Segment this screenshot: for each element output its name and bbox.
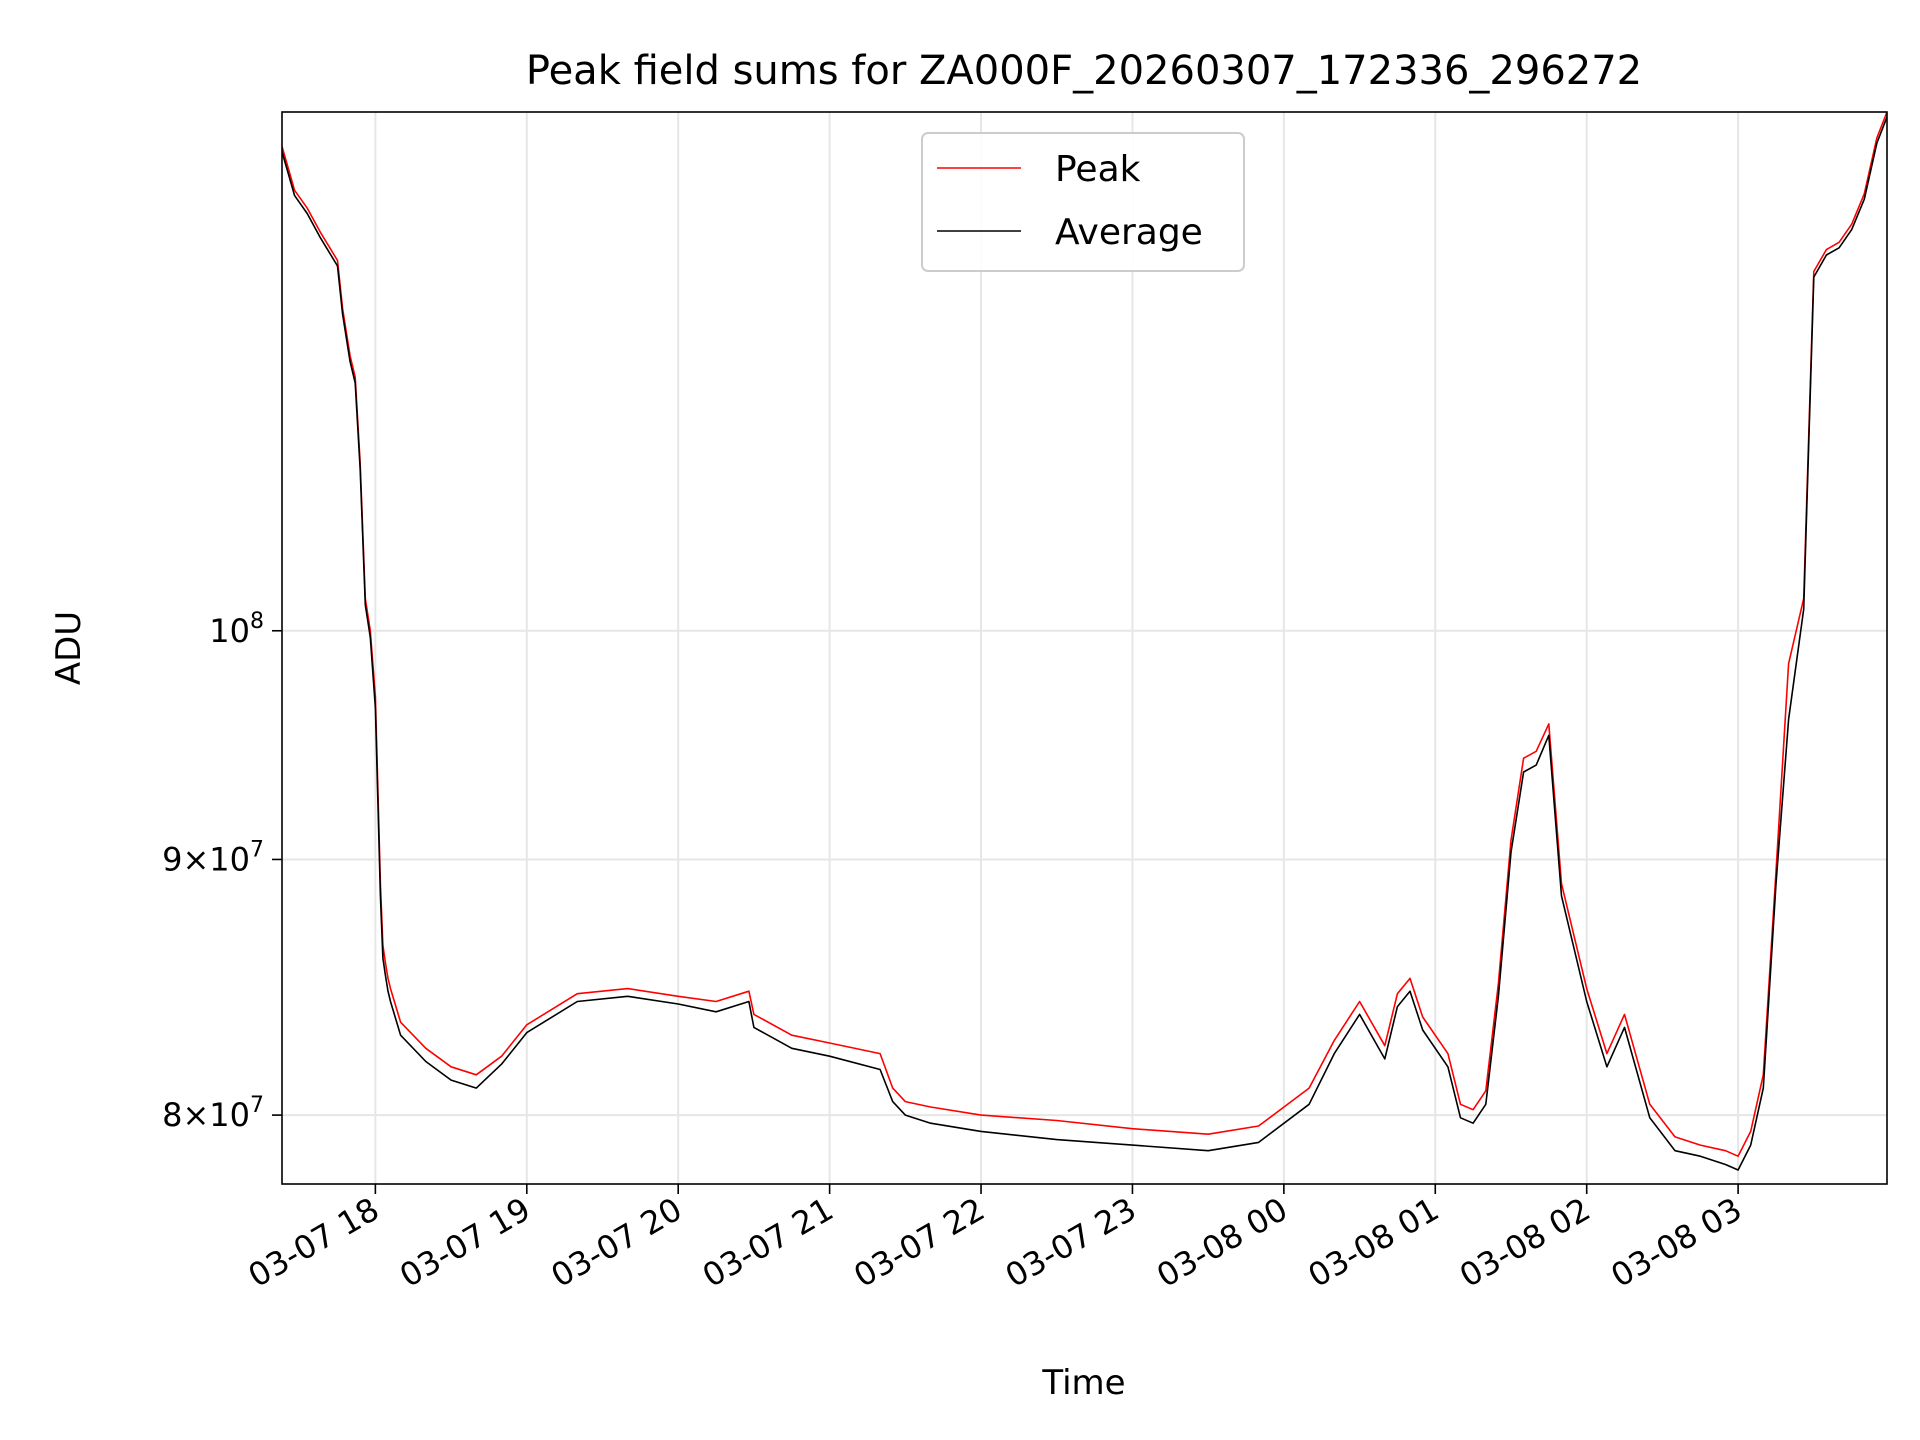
y-axis-label: ADU [49, 611, 89, 685]
grid [282, 112, 1887, 1184]
legend-label-average: Average [1055, 212, 1203, 253]
legend: Peak Average [921, 132, 1245, 272]
series-line-average [282, 116, 1887, 1171]
chart-title: Peak field sums for ZA000F_20260307_1723… [526, 48, 1642, 94]
y-tick-label: 9×107 [162, 837, 264, 878]
y-axis: 8×107 9×107 108 [162, 609, 282, 1134]
y-tick-label: 108 [209, 609, 264, 650]
x-axis-label: Time [1041, 1363, 1125, 1403]
y-tick-label: 8×107 [162, 1093, 264, 1134]
plot-lines [282, 112, 1887, 1171]
plot-frame [281, 111, 1888, 1185]
legend-label-peak: Peak [1055, 149, 1141, 190]
